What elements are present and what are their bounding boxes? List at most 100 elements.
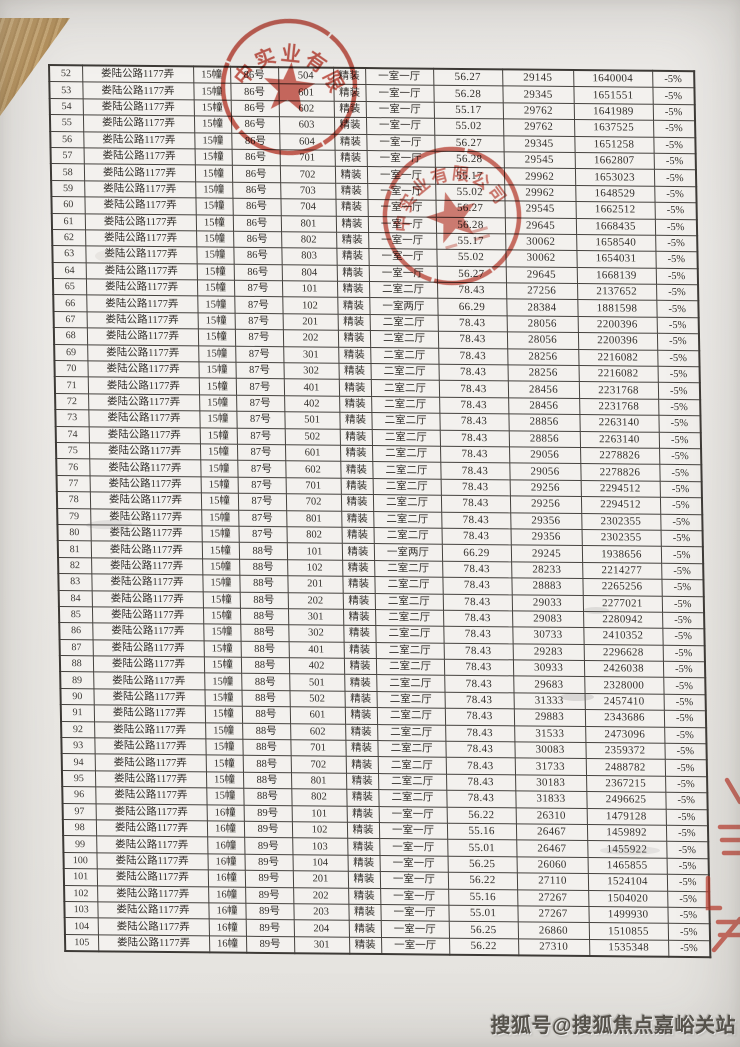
cell-area: 78.43 bbox=[439, 413, 509, 431]
cell-unit: 86号 bbox=[232, 198, 281, 216]
cell-decoration: 精装 bbox=[344, 707, 378, 725]
cell-no: 61 bbox=[51, 213, 86, 230]
cell-decoration: 精装 bbox=[346, 805, 379, 823]
cell-area: 78.43 bbox=[444, 692, 514, 710]
cell-discount: -5% bbox=[660, 513, 703, 531]
cell-decoration: 精装 bbox=[341, 543, 375, 561]
cell-discount: -5% bbox=[661, 563, 704, 580]
cell-total_price: 2488782 bbox=[585, 758, 666, 777]
cell-layout: 一室一厅 bbox=[368, 265, 438, 283]
cell-no: 59 bbox=[51, 180, 85, 197]
cell-unit: 88号 bbox=[240, 624, 289, 642]
cell-area: 78.43 bbox=[443, 626, 513, 644]
cell-area: 78.43 bbox=[438, 364, 508, 382]
cell-address: 娄陆公路1177弄 bbox=[93, 688, 205, 707]
cell-no: 62 bbox=[52, 229, 86, 247]
cell-layout: 二室二厅 bbox=[377, 740, 446, 758]
cell-building: 16幢 bbox=[207, 837, 245, 854]
cell-unit_price: 30062 bbox=[505, 233, 577, 251]
cell-layout: 一室一厅 bbox=[368, 232, 437, 250]
cell-unit: 86号 bbox=[231, 165, 281, 183]
cell-unit_price: 30183 bbox=[515, 774, 587, 792]
cell-room: 102 bbox=[287, 559, 343, 577]
cell-unit: 86号 bbox=[230, 116, 280, 134]
cell-unit: 87号 bbox=[234, 296, 283, 314]
cell-layout: 二室二厅 bbox=[370, 379, 440, 398]
cell-total_price: 2278826 bbox=[580, 463, 660, 482]
cell-unit_price: 27256 bbox=[506, 282, 578, 301]
cell-unit: 87号 bbox=[235, 345, 284, 363]
cell-total_price: 2294512 bbox=[580, 480, 660, 498]
cell-area: 78.43 bbox=[437, 282, 507, 300]
cell-discount: -5% bbox=[653, 136, 696, 154]
cell-unit: 88号 bbox=[241, 690, 290, 707]
cell-total_price: 2231768 bbox=[578, 381, 659, 400]
cell-unit_price: 29245 bbox=[510, 545, 583, 563]
cell-building: 15幢 bbox=[198, 378, 237, 396]
cell-room: 803 bbox=[281, 248, 337, 265]
cell-layout: 一室一厅 bbox=[380, 920, 450, 938]
cell-address: 娄陆公路1177弄 bbox=[92, 623, 204, 641]
cell-no: 89 bbox=[60, 671, 94, 689]
cell-room: 501 bbox=[289, 674, 345, 692]
cell-layout: 一室一厅 bbox=[367, 183, 436, 201]
cell-unit: 87号 bbox=[236, 395, 285, 412]
cell-address: 娄陆公路1177弄 bbox=[85, 246, 197, 264]
cell-room: 502 bbox=[289, 690, 345, 708]
cell-decoration: 精装 bbox=[335, 215, 369, 233]
cell-total_price: 1662807 bbox=[574, 152, 654, 170]
cell-no: 67 bbox=[53, 311, 87, 329]
cell-unit_price: 28883 bbox=[511, 577, 583, 596]
cell-area: 55.17 bbox=[434, 167, 505, 185]
cell-no: 80 bbox=[57, 524, 91, 542]
cell-area: 78.43 bbox=[438, 347, 508, 365]
cell-building: 16幢 bbox=[207, 870, 246, 887]
cell-room: 101 bbox=[286, 543, 343, 560]
cell-address: 娄陆公路1177弄 bbox=[88, 442, 201, 461]
cell-room: 602 bbox=[290, 723, 346, 741]
cell-room: 504 bbox=[278, 67, 334, 85]
cell-decoration: 精装 bbox=[342, 592, 375, 610]
cell-unit: 87号 bbox=[235, 362, 284, 380]
cell-decoration: 精装 bbox=[348, 887, 381, 905]
cell-decoration: 精装 bbox=[345, 756, 379, 774]
cell-total_price: 1881598 bbox=[577, 300, 657, 318]
cell-total_price: 1637525 bbox=[574, 119, 654, 137]
cell-total_price: 1479128 bbox=[586, 808, 666, 826]
cell-unit_price: 26860 bbox=[517, 922, 590, 940]
cell-address: 娄陆公路1177弄 bbox=[92, 639, 204, 657]
cell-room: 804 bbox=[281, 264, 337, 282]
cell-discount: -5% bbox=[667, 923, 711, 941]
cell-layout: 二室二厅 bbox=[371, 429, 441, 447]
cell-total_price: 2263140 bbox=[579, 414, 659, 432]
cell-room: 103 bbox=[292, 838, 348, 855]
cell-unit: 88号 bbox=[239, 558, 288, 576]
cell-area: 78.43 bbox=[446, 790, 516, 808]
cell-unit: 89号 bbox=[244, 837, 293, 855]
cell-room: 203 bbox=[293, 903, 349, 921]
cell-layout: 二室二厅 bbox=[374, 576, 443, 594]
cell-unit_price: 28856 bbox=[508, 430, 581, 448]
cell-discount: -5% bbox=[655, 251, 698, 269]
cell-no: 74 bbox=[55, 426, 89, 443]
cell-unit: 87号 bbox=[236, 444, 286, 462]
cell-no: 73 bbox=[55, 409, 89, 427]
cell-decoration: 精装 bbox=[342, 609, 376, 626]
cell-area: 55.01 bbox=[447, 839, 517, 857]
cell-layout: 一室一厅 bbox=[368, 248, 437, 266]
cell-unit_price: 29056 bbox=[509, 463, 581, 481]
cell-total_price: 2277021 bbox=[582, 595, 663, 613]
cell-building: 15幢 bbox=[205, 755, 243, 773]
cell-building: 15幢 bbox=[198, 361, 236, 379]
cell-decoration: 精装 bbox=[334, 133, 367, 151]
cell-unit_price: 29356 bbox=[510, 528, 582, 546]
cell-room: 802 bbox=[281, 231, 337, 249]
cell-decoration: 精装 bbox=[337, 314, 370, 331]
cell-total_price: 2278826 bbox=[580, 447, 660, 465]
cell-unit_price: 31533 bbox=[514, 725, 586, 743]
cell-room: 802 bbox=[286, 526, 342, 544]
cell-building: 15幢 bbox=[202, 591, 240, 609]
cell-layout: 一室一厅 bbox=[367, 216, 437, 234]
cell-building: 15幢 bbox=[193, 99, 231, 117]
cell-decoration: 精装 bbox=[343, 658, 377, 675]
